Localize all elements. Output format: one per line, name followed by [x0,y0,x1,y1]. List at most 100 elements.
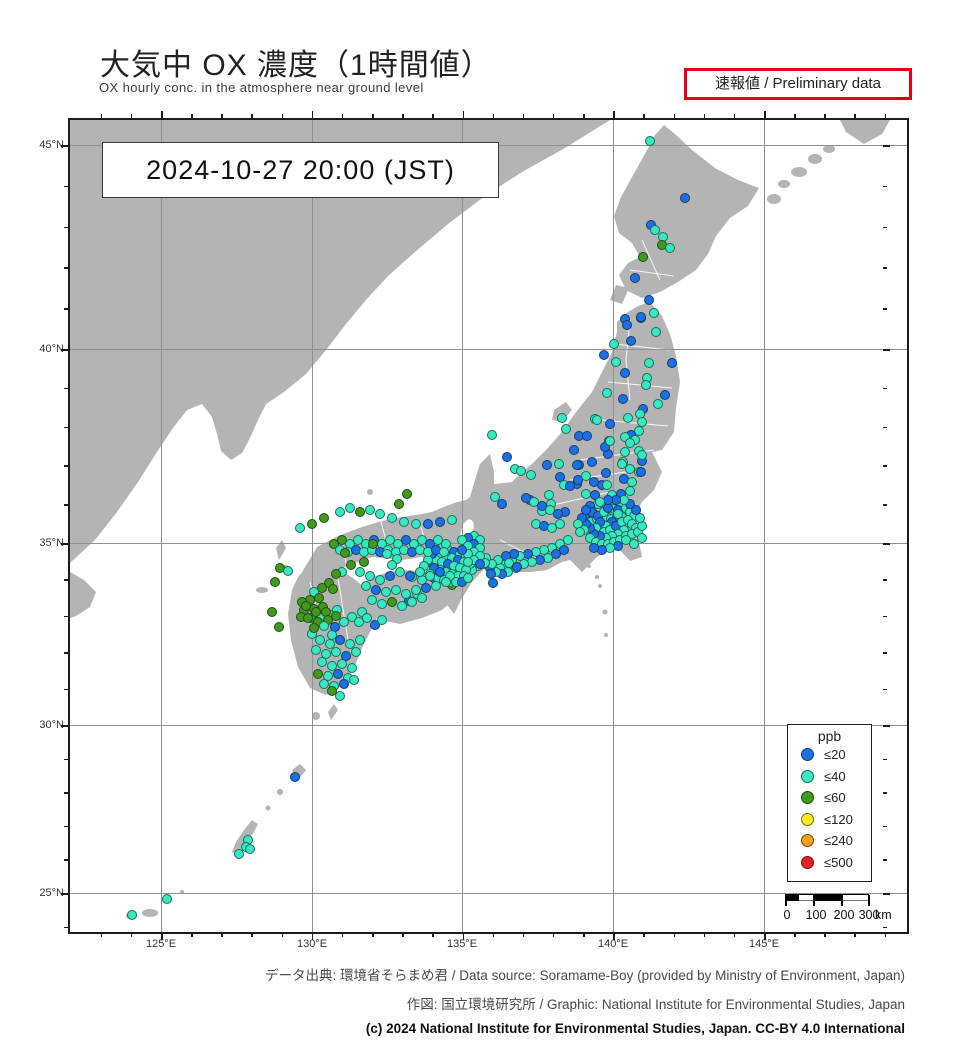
legend-dot [801,748,814,762]
legend-dot [801,812,814,826]
axis-tick [794,933,796,937]
station-dot [362,613,372,623]
scale-label-200: 200 [833,908,855,922]
legend-label: ≤120 [824,811,853,827]
station-dot [405,571,415,581]
grid-line-lat [70,725,907,726]
axis-tick [583,933,585,937]
station-dot [407,597,417,607]
axis-tick [64,758,68,761]
station-dot [290,772,300,782]
legend-label: ≤240 [824,833,853,849]
axis-tick [251,114,253,118]
axis-tick [522,933,525,937]
axis-tick [764,933,766,940]
axis-tick [703,933,706,937]
axis-tick [854,114,856,118]
lon-axis-label: 135°E [446,938,478,950]
station-dot [385,571,395,581]
legend-row: ≤20 [788,744,871,766]
legend-label: ≤40 [824,768,846,784]
axis-tick [281,933,284,937]
station-dot [319,513,329,523]
station-dot [335,635,345,645]
axis-tick [64,267,68,269]
lon-axis-label: 130°E [296,938,328,950]
axis-tick [613,933,615,940]
station-dot [331,569,341,579]
station-dot [319,621,329,631]
station-dot [387,597,397,607]
station-dot [301,601,311,611]
axis-tick [64,387,68,390]
station-dot [589,477,599,487]
axis-tick [552,933,555,937]
axis-tick [884,933,887,937]
axis-tick [824,933,826,937]
station-dot [303,613,313,623]
lat-axis-label: 40°N [39,343,64,355]
station-dot [417,593,427,603]
copyright-line: (c) 2024 National Institute for Environm… [365,1021,905,1036]
station-dot [371,585,381,595]
axis-tick [673,114,676,118]
axis-tick [883,859,887,861]
axis-tick [883,579,887,581]
station-dot [387,560,397,570]
axis-tick [61,893,68,895]
station-dot [399,517,409,527]
station-dot [554,459,564,469]
station-dot [337,659,347,669]
station-dot [638,252,648,262]
axis-tick [883,926,887,929]
station-dot [581,505,591,515]
data-source-credit: データ出典: 環境省そらまめ君 / Data source: Soramame-… [265,968,905,983]
scale-unit: km [875,908,892,922]
station-dot [370,620,380,630]
axis-tick [64,426,68,429]
station-dot [487,430,497,440]
axis-tick [100,933,103,937]
station-dot [331,611,341,621]
lat-axis-label: 30°N [39,719,64,731]
axis-tick [883,825,887,828]
axis-tick [251,933,253,937]
station-dot [375,575,385,585]
axis-tick [883,349,890,351]
axis-tick [64,579,68,581]
axis-tick [552,114,555,118]
station-dot [645,136,655,146]
axis-tick [64,308,68,310]
station-dot [575,527,585,537]
station-dot [557,413,567,423]
axis-tick [61,145,68,147]
station-dot [592,415,602,425]
station-dot [377,615,387,625]
station-dot [245,844,255,854]
axis-tick [703,114,706,118]
station-dot [335,691,345,701]
station-dot [651,327,661,337]
axis-tick [764,111,766,118]
station-dot [625,464,635,474]
axis-tick [824,114,826,118]
station-dot [650,225,660,235]
lon-axis-label: 140°E [597,938,629,950]
axis-tick [462,111,464,118]
lon-axis-label: 145°E [748,938,780,950]
axis-tick [161,933,163,940]
station-dot [488,578,498,588]
legend-row: ≤120 [788,809,871,831]
axis-tick [883,226,887,229]
station-dot [441,577,451,587]
station-dot [631,505,641,515]
axis-tick [883,615,887,618]
legend-dot [801,769,814,783]
station-dot [431,581,441,591]
station-dot [602,480,612,490]
station-dot [637,450,647,460]
page-title: 大気中 OX 濃度（1時間値） [100,49,492,82]
station-dot [313,669,323,679]
axis-tick [883,688,887,691]
station-dot [319,679,329,689]
